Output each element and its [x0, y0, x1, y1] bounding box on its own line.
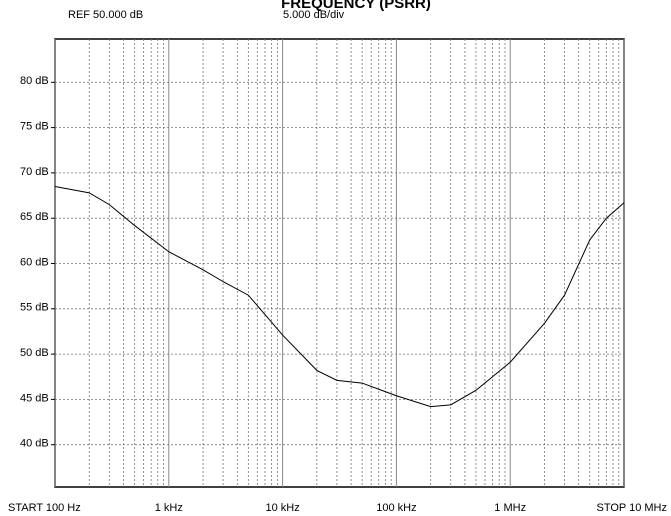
- x-tick-label: 100 kHz: [376, 502, 416, 514]
- x-tick-label: 10 kHz: [265, 502, 299, 514]
- y-tick-label: 50 dB: [20, 347, 49, 359]
- scale-label: 5.000 dB/div: [283, 9, 345, 21]
- data-line: [54, 185, 625, 408]
- chart-title: FREQUENCY (PSRR): [281, 0, 431, 12]
- x-tick-label: START 100 Hz: [8, 502, 81, 514]
- x-tick-label: 1 kHz: [155, 502, 183, 514]
- plot-frame: [54, 38, 625, 488]
- x-tick-label: STOP 10 MHz: [596, 502, 667, 514]
- ref-label: REF 50.000 dB: [68, 9, 143, 21]
- y-tick-label: 75 dB: [20, 121, 49, 133]
- y-tick-label: 80 dB: [20, 75, 49, 87]
- y-tick-label: 65 dB: [20, 211, 49, 223]
- y-tick-label: 45 dB: [20, 392, 49, 404]
- y-tick-label: 55 dB: [20, 302, 49, 314]
- y-tick-label: 70 dB: [20, 166, 49, 178]
- y-tick-label: 60 dB: [20, 256, 49, 268]
- x-tick-label: 1 MHz: [494, 502, 526, 514]
- y-tick-label: 40 dB: [20, 438, 49, 450]
